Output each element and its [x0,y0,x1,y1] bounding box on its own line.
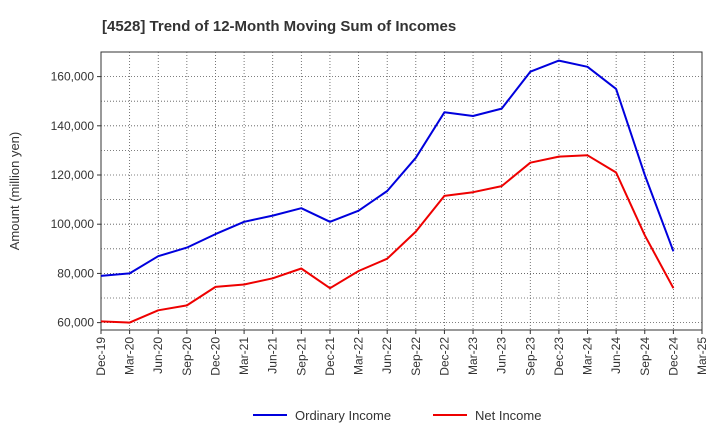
y-tick-label: 120,000 [51,168,95,182]
legend-label: Net Income [475,408,541,423]
y-tick-label: 60,000 [57,316,94,330]
legend-label: Ordinary Income [295,408,391,423]
chart-title: [4528] Trend of 12-Month Moving Sum of I… [102,18,456,35]
y-axis-label: Amount (million yen) [7,132,22,251]
x-tick-label: Mar-20 [123,337,137,375]
x-tick-label: Mar-21 [237,337,251,375]
x-tick-label: Mar-24 [581,337,595,375]
y-tick-label: 160,000 [51,70,95,84]
x-tick-label: Sep-23 [523,337,537,376]
series-lines [100,59,675,324]
x-tick-label: Sep-24 [638,337,652,376]
y-tick-label: 100,000 [51,217,95,231]
x-tick-label: Mar-23 [466,337,480,375]
x-tick-label: Dec-19 [94,337,108,376]
x-tick-label: Jun-24 [609,337,623,374]
x-tick-label: Sep-21 [294,337,308,376]
x-tick-label: Jun-22 [380,337,394,374]
x-tick-label: Sep-22 [409,337,423,376]
x-tick-label: Jun-23 [495,337,509,374]
x-tick-label: Jun-21 [266,337,280,374]
series-line-net-income [100,154,675,324]
x-tick-label: Mar-25 [695,337,709,375]
legend: Ordinary Income Net Income [253,408,541,423]
y-axis: 60,000 80,000 100,000 120,000 140,000 160,000 [51,70,101,330]
x-tick-label: Dec-24 [666,337,680,376]
x-tick-label: Dec-22 [437,337,451,376]
x-tick-label: Mar-22 [352,337,366,375]
y-tick-label: 80,000 [57,266,94,280]
series-line-ordinary-income [100,59,675,277]
x-tick-label: Dec-20 [208,337,222,376]
x-tick-label: Dec-23 [552,337,566,376]
plot-frame [100,51,703,331]
x-tick-label: Dec-21 [323,337,337,376]
y-tick-label: 140,000 [51,119,95,133]
x-axis: Dec-19 Mar-20 Jun-20 Sep-20 Dec-20 Mar-21 Jun-… [94,330,709,376]
x-tick-label: Jun-20 [151,337,165,374]
plot-area [100,51,703,331]
x-tick-label: Sep-20 [180,337,194,376]
grid [101,52,702,330]
